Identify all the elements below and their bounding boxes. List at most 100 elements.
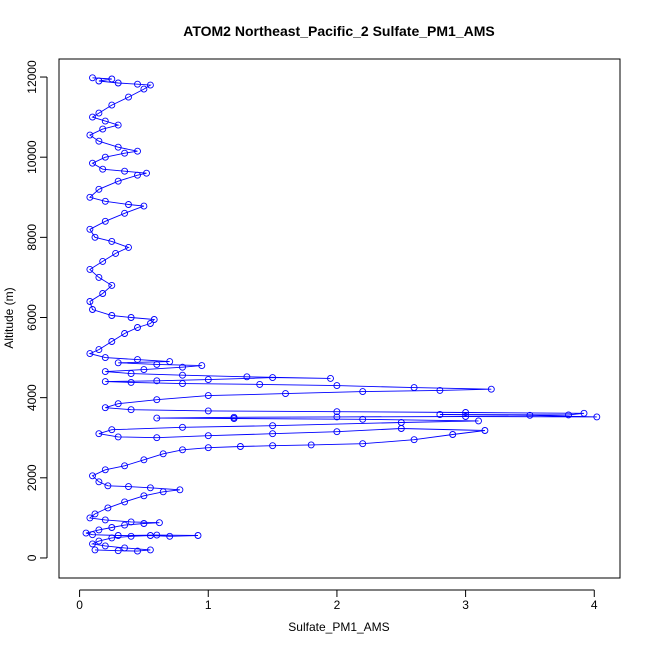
data-point [108,237,116,245]
data-point [121,330,129,337]
data-point [153,434,161,442]
data-point [101,153,109,161]
y-tick-label: 2000 [25,464,39,491]
data-point [179,363,186,371]
data-point [108,524,116,531]
data-point [204,432,212,440]
data-point [121,498,129,506]
data-point [101,466,109,474]
x-tick-label: 0 [76,598,83,612]
x-axis-label: Sulfate_PM1_AMS [288,620,389,634]
data-point [114,433,122,441]
data-point [179,423,186,431]
data-point [114,547,122,555]
data-point [333,408,341,416]
data-point [565,411,572,419]
data-point [134,147,141,155]
data-point [204,376,212,384]
data-point [101,378,109,386]
data-point [95,526,103,534]
data-point [153,414,161,422]
data-point [204,444,212,452]
data-point [593,413,601,421]
data-point [121,209,129,217]
data-point [89,74,96,82]
data-point [140,85,148,93]
plot-area [82,74,601,555]
data-point [155,519,163,527]
data-point [333,413,341,421]
data-point [282,390,289,398]
data-point [153,360,161,368]
data-point [462,409,470,416]
data-point [91,233,99,241]
data-point [127,406,135,414]
data-point [436,386,444,394]
data-point [127,370,135,378]
data-point [359,440,367,448]
x-axis: 0 1 2 3 4 [76,589,598,612]
data-point [108,101,116,109]
y-tick-label: 0 [25,554,39,561]
data-point [134,547,141,555]
data-point [101,197,109,205]
data-point [307,441,315,449]
data-point [86,193,94,201]
y-tick-label: 6000 [25,304,39,331]
data-point [269,422,277,430]
data-point [86,350,94,358]
data-point [194,532,202,539]
data-point [89,540,96,548]
data-point [86,131,94,139]
data-point [101,354,109,362]
data-point [99,257,107,265]
data-point [99,290,107,297]
y-tick-label: 10000 [25,140,39,174]
data-point [526,411,534,419]
data-point [159,488,167,496]
data-point [95,346,103,354]
data-point [333,382,341,390]
data-point [153,396,161,404]
data-point [146,484,154,492]
data-point [121,167,129,175]
data-point [327,374,334,382]
plot-frame [58,58,621,579]
data-point [86,265,94,273]
y-tick-label: 8000 [25,224,39,251]
data-point [99,165,107,173]
data-point [143,169,150,177]
data-point [153,531,161,539]
data-point [99,125,107,133]
data-point [481,427,489,434]
data-point [125,201,132,208]
data-point [150,316,158,323]
x-tick-label: 4 [591,598,598,612]
data-point [125,483,132,491]
data-point [410,436,418,444]
data-point [127,314,135,321]
data-point [89,159,96,167]
data-point [269,442,277,450]
data-point [127,518,135,526]
data-point [462,413,470,420]
data-point [114,79,122,87]
data-point [108,75,116,83]
data-point [236,443,244,450]
data-point [89,531,96,539]
data-point [146,81,154,89]
data-point [121,544,129,552]
data-point [95,478,103,486]
data-point [108,338,116,345]
data-point [487,385,495,393]
data-point [134,171,141,179]
data-point [436,411,444,418]
data-point [95,137,103,145]
y-axis-label: Altitude (m) [2,287,16,348]
data-point [140,456,148,464]
data-point [153,377,161,385]
data-point [140,520,148,527]
data-point [134,324,141,331]
data-point [82,529,90,537]
